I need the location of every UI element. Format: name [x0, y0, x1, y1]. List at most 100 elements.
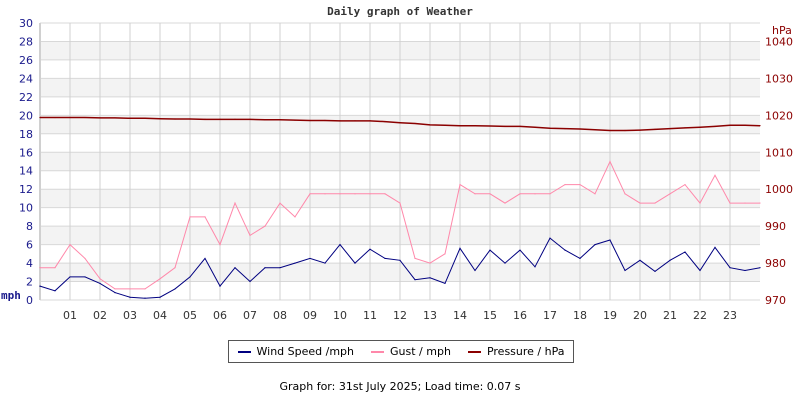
- data-point-gust: [414, 257, 416, 260]
- x-tick-label: 22: [693, 309, 707, 322]
- legend-item-pressure: Pressure / hPa: [467, 345, 564, 358]
- data-point-gust: [354, 193, 356, 195]
- data-point-pressure: [264, 119, 266, 121]
- data-point-wind-speed: [564, 249, 566, 251]
- data-point-pressure: [54, 116, 56, 119]
- data-point-gust: [189, 216, 191, 218]
- data-point-wind-speed: [444, 282, 446, 284]
- data-point-wind-speed: [354, 262, 356, 264]
- data-point-wind-speed: [339, 244, 341, 246]
- data-point-pressure: [534, 126, 536, 128]
- data-point-wind-speed: [489, 249, 491, 251]
- chart-title: Daily graph of Weather: [327, 5, 473, 18]
- legend-label-wind: Wind Speed /mph: [256, 345, 355, 358]
- footer-status: Graph for: 31st July 2025; Load time: 0.…: [279, 380, 521, 393]
- left-tick-label: 18: [19, 128, 33, 141]
- right-tick-label: 970: [765, 294, 786, 307]
- data-point-pressure: [279, 119, 281, 121]
- data-point-wind-speed: [669, 259, 671, 261]
- x-tick-label: 07: [243, 309, 257, 322]
- data-point-pressure: [669, 128, 671, 130]
- right-tick-label: 990: [765, 220, 786, 233]
- data-point-wind-speed: [249, 280, 251, 283]
- x-tick-label: 04: [153, 309, 167, 322]
- x-tick-label: 11: [363, 309, 377, 322]
- data-point-wind-speed: [699, 269, 701, 272]
- data-point-wind-speed: [279, 267, 281, 269]
- x-tick-label: 19: [603, 309, 617, 322]
- x-tick-label: 16: [513, 309, 527, 322]
- data-point-pressure: [714, 125, 716, 128]
- data-point-gust: [174, 267, 176, 269]
- data-point-gust: [699, 202, 701, 204]
- data-point-gust: [534, 193, 536, 195]
- data-point-wind-speed: [684, 251, 686, 253]
- data-point-pressure: [609, 129, 611, 132]
- data-point-gust: [564, 183, 566, 186]
- x-tick-label: 17: [543, 309, 557, 322]
- right-axis-unit: hPa: [772, 24, 792, 37]
- left-tick-label: 22: [19, 91, 33, 104]
- data-point-pressure: [294, 119, 296, 121]
- data-point-wind-speed: [159, 296, 161, 298]
- data-point-pressure: [114, 117, 116, 119]
- x-tick-label: 09: [303, 309, 317, 322]
- data-point-wind-speed: [519, 249, 521, 251]
- left-tick-label: 14: [19, 165, 33, 178]
- data-point-pressure: [99, 117, 101, 119]
- legend-swatch-wind: [237, 350, 251, 353]
- data-point-wind-speed: [729, 267, 731, 269]
- data-point-gust: [399, 202, 401, 204]
- left-tick-label: 2: [26, 276, 33, 289]
- data-point-gust: [759, 202, 761, 204]
- left-tick-label: 30: [19, 17, 33, 30]
- data-point-gust: [504, 202, 506, 204]
- left-tick-label: 20: [19, 109, 33, 122]
- data-point-pressure: [549, 127, 551, 129]
- data-point-gust: [249, 234, 251, 236]
- data-point-gust: [369, 193, 371, 195]
- data-point-gust: [99, 278, 101, 280]
- data-point-pressure: [519, 125, 521, 128]
- data-point-wind-speed: [429, 277, 431, 279]
- x-tick-label: 05: [183, 309, 197, 322]
- data-point-pressure: [474, 125, 476, 127]
- weather-chart: 0246810121416182022242628309709809901000…: [1, 17, 793, 322]
- data-point-wind-speed: [714, 246, 716, 248]
- data-point-wind-speed: [654, 270, 656, 272]
- data-point-wind-speed: [294, 262, 296, 264]
- data-point-pressure: [234, 118, 236, 120]
- data-point-pressure: [249, 118, 251, 120]
- data-point-wind-speed: [129, 296, 131, 298]
- data-point-pressure: [144, 117, 146, 119]
- data-point-gust: [324, 193, 326, 195]
- data-point-pressure: [324, 119, 326, 122]
- x-tick-label: 23: [723, 309, 737, 322]
- data-point-wind-speed: [744, 269, 746, 272]
- data-point-gust: [54, 267, 56, 269]
- data-point-pressure: [564, 128, 566, 130]
- right-tick-label: 1030: [765, 72, 793, 85]
- data-point-pressure: [579, 128, 581, 130]
- data-point-wind-speed: [609, 239, 611, 241]
- legend: Wind Speed /mph Gust / mph Pressure / hP…: [228, 340, 574, 363]
- data-point-pressure: [624, 129, 626, 132]
- left-tick-label: 28: [19, 35, 33, 48]
- data-point-gust: [429, 262, 431, 264]
- data-point-gust: [39, 267, 41, 269]
- data-point-gust: [609, 160, 611, 163]
- data-point-pressure: [489, 125, 491, 127]
- x-tick-label: 10: [333, 309, 347, 322]
- data-point-wind-speed: [84, 276, 86, 278]
- left-axis-unit: mph: [1, 289, 21, 302]
- data-point-gust: [669, 193, 671, 195]
- data-point-gust: [159, 278, 161, 280]
- data-point-gust: [444, 253, 446, 255]
- data-point-gust: [264, 225, 266, 227]
- right-tick-label: 1040: [765, 35, 793, 48]
- data-point-wind-speed: [594, 244, 596, 246]
- data-point-wind-speed: [399, 259, 401, 261]
- data-point-pressure: [204, 118, 206, 120]
- data-point-pressure: [189, 118, 191, 120]
- data-point-pressure: [39, 116, 41, 119]
